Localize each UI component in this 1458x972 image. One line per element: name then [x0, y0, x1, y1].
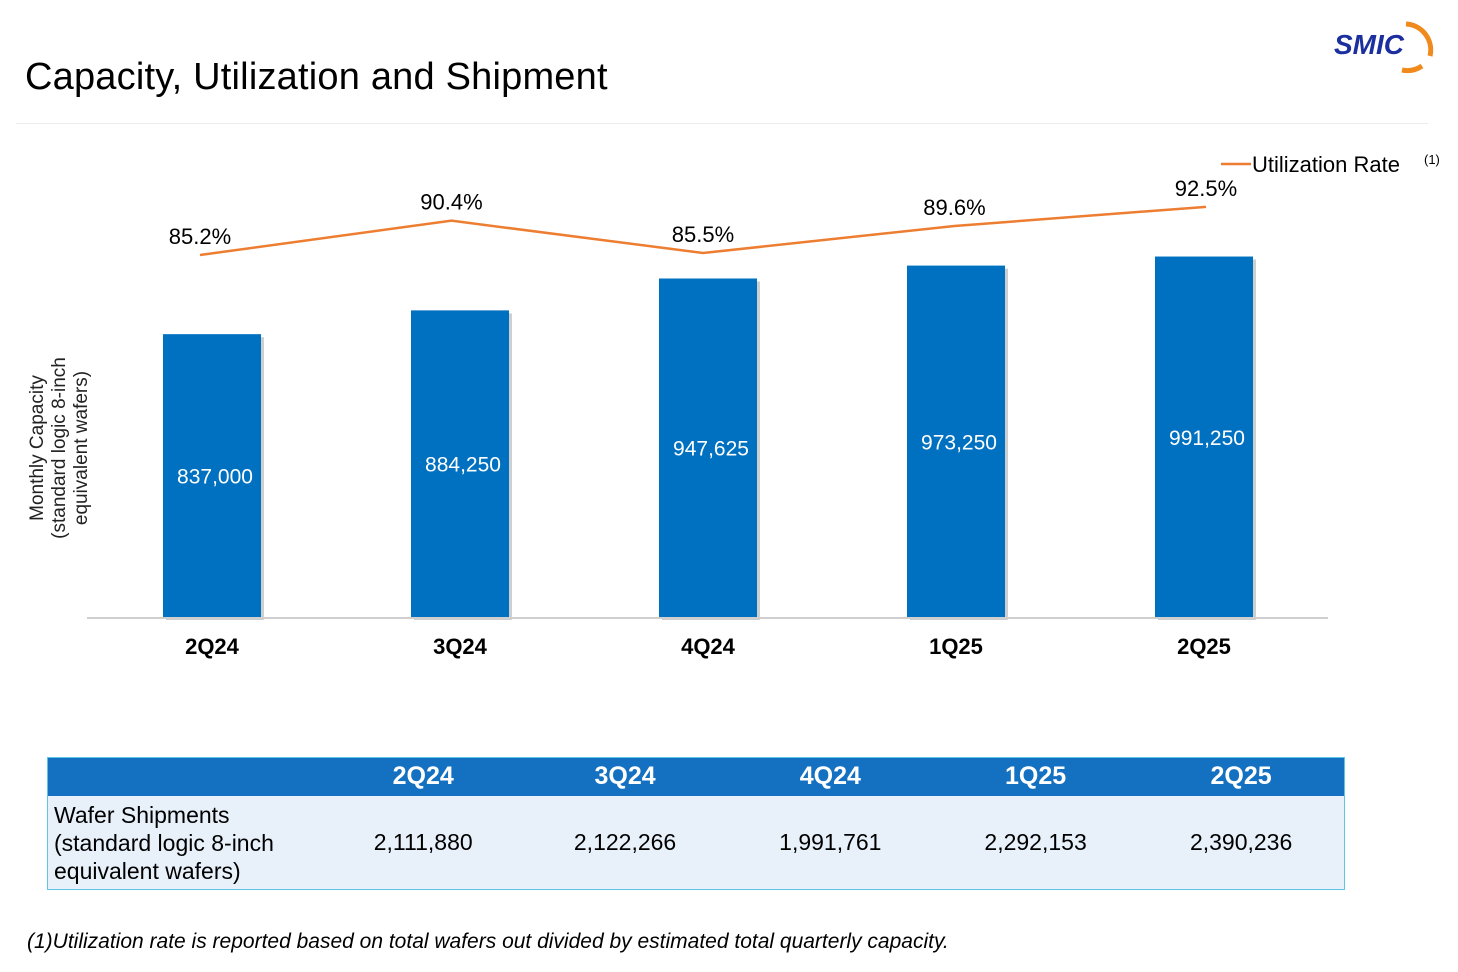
- x-tick-label: 4Q24: [681, 634, 736, 659]
- smic-logo: SMIC: [1334, 21, 1434, 74]
- x-tick-label: 2Q24: [185, 634, 240, 659]
- row-label-line: equivalent wafers): [54, 857, 241, 884]
- bar-value-label: 947,625: [673, 438, 749, 461]
- table-cell: 2,390,236: [1189, 829, 1293, 855]
- footnote: (1)Utilization rate is reported based on…: [27, 930, 949, 953]
- table-cell: 1,991,761: [779, 829, 882, 855]
- capacity-bar: [411, 310, 509, 617]
- table-header-cell: 2Q25: [1210, 762, 1272, 791]
- wafer-shipments-table: 2Q24 3Q24 4Q24 1Q25 2Q25 Wafer Shipments…: [47, 757, 1345, 890]
- x-tick-label: 1Q25: [929, 634, 983, 659]
- bar-value-label: 991,250: [1169, 427, 1245, 450]
- capacity-bar: [659, 278, 757, 617]
- x-tick-label: 3Q24: [433, 634, 488, 659]
- table-cell: 2,122,266: [573, 829, 677, 855]
- utilization-line: [199, 205, 1207, 257]
- bar-value-label: 837,000: [177, 466, 253, 489]
- page-title: Capacity, Utilization and Shipment: [25, 56, 608, 98]
- table-header-cell: 3Q24: [594, 762, 656, 791]
- row-label-line: Wafer Shipments: [54, 801, 230, 828]
- x-tick-label: 2Q25: [1177, 634, 1231, 659]
- table-header-cell: 1Q25: [1005, 762, 1067, 791]
- row-label-line: (standard logic 8-inch: [54, 829, 274, 856]
- table-header-cell: 2Q24: [392, 762, 454, 791]
- legend-footnote-marker: (1): [1424, 152, 1440, 167]
- capacity-utilization-chart: 837,000 2Q24 884,250 3Q24 947,625 4Q24 973,250…: [87, 162, 1328, 659]
- title-divider: [16, 123, 1428, 124]
- table-row: Wafer Shipments (standard logic 8-inch e…: [47, 795, 1345, 890]
- table-row-label: Wafer Shipments (standard logic 8-inch e…: [48, 796, 325, 890]
- table-cell: 2,111,880: [373, 829, 473, 855]
- capacity-bar: [163, 334, 261, 617]
- utilization-data-label: 85.5%: [672, 222, 734, 247]
- utilization-data-label: 89.6%: [923, 195, 985, 220]
- table-header-cell: 4Q24: [799, 762, 861, 791]
- table-header-cell: [48, 758, 325, 796]
- capacity-bar: [1155, 256, 1253, 617]
- utilization-data-label: 92.5%: [1175, 176, 1237, 201]
- table-cell: 2,292,153: [984, 829, 1087, 855]
- utilization-data-label: 85.2%: [169, 224, 231, 249]
- bar-value-label: 884,250: [425, 454, 501, 477]
- utilization-data-label: 90.4%: [420, 190, 482, 215]
- legend-utilization-label: Utilization Rate: [1252, 152, 1400, 177]
- table-header-row: 2Q24 3Q24 4Q24 1Q25 2Q25: [47, 757, 1345, 796]
- capacity-bar: [907, 265, 1005, 617]
- svg-text:SMIC: SMIC: [1334, 29, 1405, 60]
- bar-value-label: 973,250: [921, 431, 997, 454]
